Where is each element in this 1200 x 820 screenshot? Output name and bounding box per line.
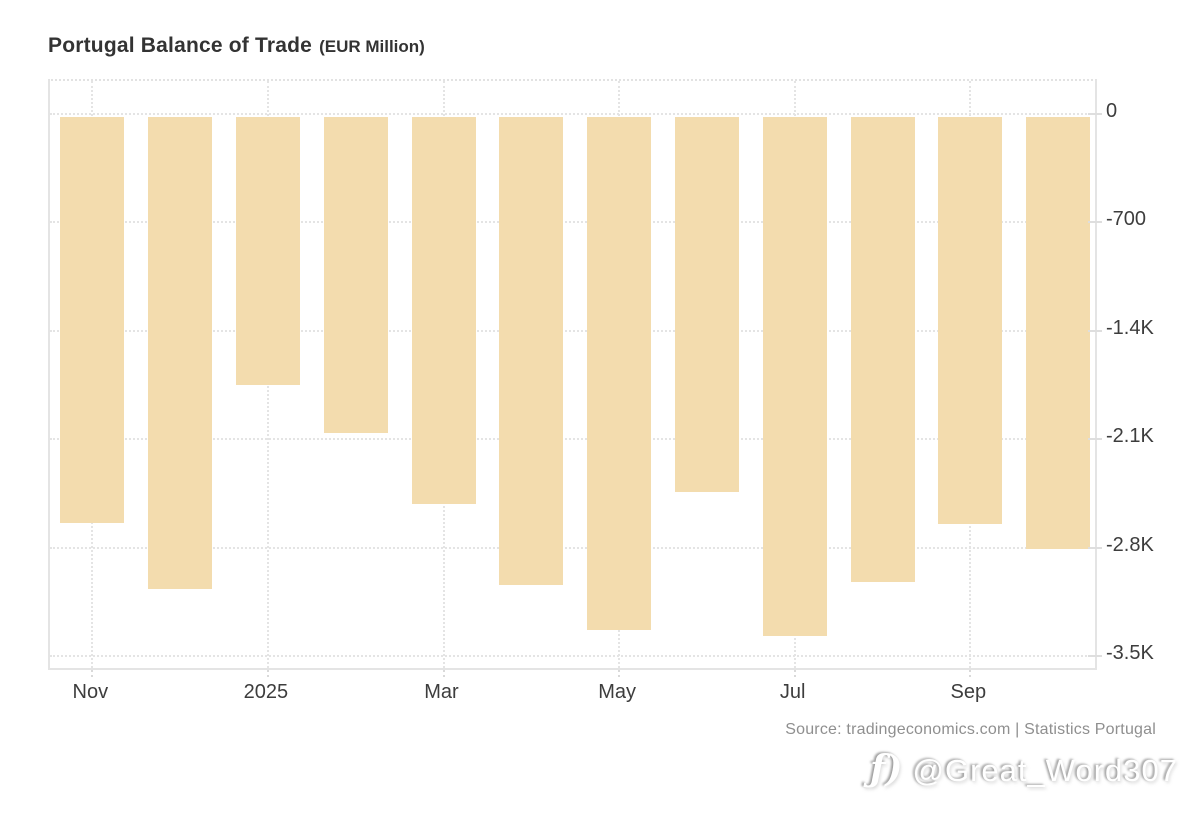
bar-mar-2025[interactable]	[411, 116, 476, 505]
x-axis-label: Nov	[72, 681, 109, 703]
bar-sep-2025[interactable]	[938, 116, 1003, 525]
x-axis-tick	[969, 670, 972, 677]
y-axis-tick	[1088, 438, 1102, 441]
y-axis-tick	[1088, 113, 1102, 115]
y-axis-label: -1.4K	[1106, 316, 1154, 339]
bar-feb-2025[interactable]	[323, 116, 388, 433]
horizontal-gridline	[50, 655, 1095, 657]
y-axis-tick	[1088, 329, 1102, 332]
chart-header: Portugal Balance of Trade (EUR Million)	[48, 34, 425, 58]
x-axis-tick	[618, 670, 621, 677]
bar-jul-2025[interactable]	[762, 116, 827, 636]
horizontal-gridline	[50, 221, 1095, 224]
bar-dec-2024[interactable]	[148, 116, 213, 590]
bar-oct-2025[interactable]	[1026, 116, 1091, 550]
chart-title-unit: (EUR Million)	[319, 37, 425, 56]
x-axis-label: Mar	[424, 681, 459, 703]
horizontal-gridline	[50, 546, 1095, 549]
bar-may-2025[interactable]	[587, 116, 652, 630]
x-axis-label: Jul	[779, 681, 806, 703]
horizontal-gridline	[50, 113, 1095, 115]
watermark: ƒ) @Great_Word307	[870, 748, 1178, 790]
x-axis-tick	[266, 670, 269, 677]
x-axis-tick	[793, 670, 796, 677]
y-axis-tick	[1088, 546, 1102, 549]
bar-apr-2025[interactable]	[499, 116, 564, 585]
watermark-logo-icon: ƒ)	[870, 748, 903, 790]
y-axis-label: -2.8K	[1106, 533, 1154, 556]
y-axis-label: -2.1K	[1106, 425, 1154, 448]
x-axis-tick	[91, 670, 94, 677]
plot-area	[48, 79, 1102, 677]
horizontal-gridline	[50, 438, 1095, 441]
source-attribution: Source: tradingeconomics.com | Statistic…	[785, 721, 1156, 738]
x-axis-label: 2025	[243, 681, 289, 703]
x-axis-tick	[442, 670, 445, 677]
bar-nov-2024[interactable]	[60, 116, 125, 523]
y-axis-tick	[1088, 655, 1102, 657]
chart-title: Portugal Balance of Trade	[48, 34, 313, 57]
horizontal-gridline	[50, 329, 1095, 332]
y-axis-label: -3.5K	[1106, 642, 1154, 664]
y-axis-label: 0	[1106, 100, 1118, 122]
watermark-handle: @Great_Word307	[912, 753, 1178, 788]
bar-aug-2025[interactable]	[850, 116, 915, 582]
x-axis-label: Sep	[950, 681, 987, 703]
bar-jun-2025[interactable]	[674, 116, 739, 492]
x-axis-label: May	[598, 681, 636, 703]
bar-jan-2025[interactable]	[235, 116, 300, 385]
y-axis-label: -700	[1106, 208, 1147, 231]
y-axis-tick	[1088, 221, 1102, 224]
